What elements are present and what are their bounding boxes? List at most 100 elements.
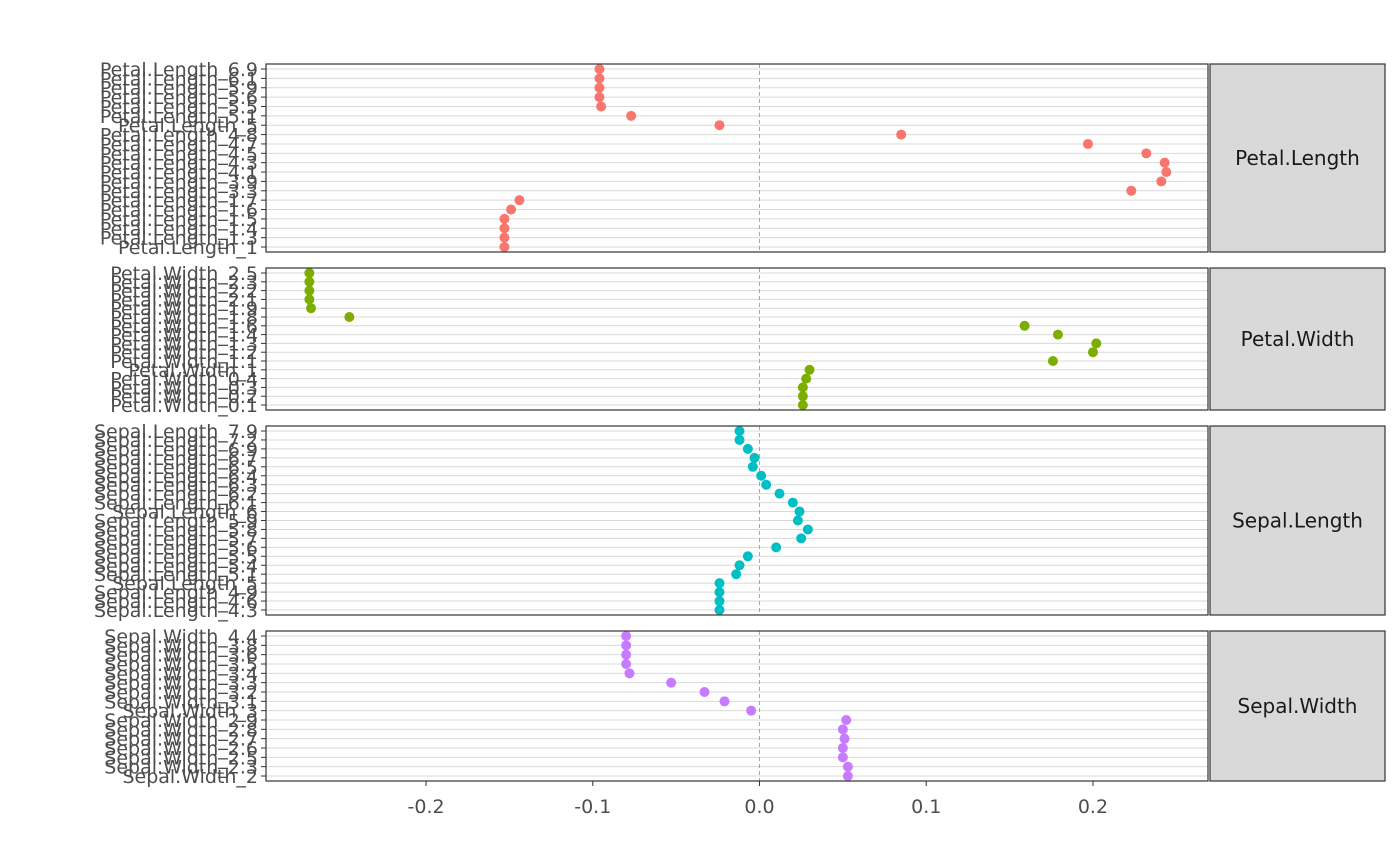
y-tick-label: Petal.Width_1.4 — [110, 325, 258, 347]
y-tick-label: Petal.Length_4.8 — [100, 125, 258, 147]
y-tick-label: Sepal.Width_4.4 — [104, 626, 258, 648]
data-point — [774, 488, 785, 499]
data-point — [699, 687, 710, 697]
data-point — [1126, 185, 1137, 196]
y-tick-label: Sepal.Length_7.2 — [94, 430, 258, 452]
data-point — [594, 73, 605, 84]
data-point — [742, 551, 753, 562]
data-point — [1156, 176, 1167, 187]
y-tick-label: Petal.Length_4.1 — [100, 162, 258, 184]
y-tick-label: Sepal.Length_6 — [112, 502, 258, 524]
data-point — [621, 649, 632, 660]
data-point — [797, 382, 808, 393]
y-tick-label: Petal.Length_1.6 — [100, 200, 258, 222]
data-point — [742, 443, 753, 454]
y-tick-label: Sepal.Length_6.1 — [94, 493, 258, 515]
y-tick-label: Petal.Length_5 — [118, 115, 258, 137]
y-tick-label: Sepal.Length_6.9 — [94, 439, 258, 461]
data-point — [626, 110, 637, 121]
y-tick-label: Sepal.Length_5.8 — [94, 519, 258, 541]
facet-strip — [1209, 630, 1386, 782]
y-tick-label: Sepal.Width_3.3 — [104, 673, 258, 695]
y-tick-label: Sepal.Width_2.3 — [104, 757, 258, 779]
y-tick-label: Sepal.Length_5.6 — [94, 537, 258, 559]
data-point — [596, 101, 607, 112]
data-point — [747, 461, 758, 472]
y-tick-label: Sepal.Length_4.3 — [94, 600, 258, 622]
y-tick-label: Sepal.Width_3.1 — [104, 691, 258, 713]
y-tick-label: Petal.Width_1.1 — [110, 351, 258, 373]
y-tick-label: Sepal.Length_6.3 — [94, 475, 258, 497]
data-point — [621, 631, 632, 641]
data-point — [714, 120, 725, 131]
y-tick-label: Petal.Length_4.7 — [100, 134, 258, 156]
y-tick-label: Petal.Length_1.5 — [100, 209, 258, 231]
y-tick-label: Petal.Length_5.1 — [100, 106, 258, 128]
y-tick-label: Petal.Width_0.3 — [110, 377, 258, 399]
panel-border — [265, 63, 1209, 253]
y-tick-label: Sepal.Width_3.6 — [104, 645, 258, 667]
data-point — [714, 605, 725, 615]
y-tick-label: Sepal.Width_2 — [122, 766, 258, 788]
y-tick-label: Sepal.Length_5.7 — [94, 528, 258, 550]
y-tick-label: Petal.Length_6.9 — [100, 59, 258, 81]
data-point — [761, 479, 772, 490]
y-tick-label: Petal.Length_5.5 — [100, 96, 258, 118]
data-point — [306, 303, 317, 314]
data-point — [304, 268, 315, 278]
data-point — [304, 294, 315, 305]
panel-background — [266, 268, 1208, 410]
y-tick-label: Petal.Width_2.1 — [110, 289, 258, 311]
data-point — [731, 569, 742, 580]
data-point — [792, 515, 803, 526]
y-tick-label: Sepal.Width_3.4 — [104, 663, 258, 685]
panel-border — [265, 630, 1209, 782]
y-tick-label: Petal.Length_5.6 — [100, 87, 258, 109]
y-tick-label: Sepal.Width_2.7 — [104, 729, 258, 751]
data-point — [1052, 329, 1063, 340]
facet-panel-petal-length: Petal.Length_6.9Petal.Length_6.1Petal.Le… — [100, 59, 1386, 259]
y-tick-label: Sepal.Width_3.8 — [104, 635, 258, 657]
y-tick-label: Petal.Width_1.6 — [110, 316, 258, 338]
y-tick-label: Petal.Width_0.2 — [110, 386, 258, 408]
y-tick-label: Sepal.Length_7.9 — [94, 421, 258, 443]
data-point — [594, 92, 605, 103]
data-point — [714, 596, 725, 607]
facet-panel-sepal-width: Sepal.Width_4.4Sepal.Width_3.8Sepal.Widt… — [104, 626, 1386, 788]
y-tick-label: Sepal.Length_4.6 — [94, 591, 258, 613]
data-point — [841, 715, 852, 725]
y-tick-label: Sepal.Length_6.2 — [94, 484, 258, 506]
facet-strip — [1209, 267, 1386, 411]
data-point — [1082, 138, 1093, 149]
y-tick-label: Petal.Width_0.1 — [110, 395, 258, 417]
data-point — [896, 129, 907, 140]
y-tick-label: Petal.Length_5.9 — [100, 78, 258, 100]
data-point — [621, 659, 632, 669]
data-point — [514, 195, 525, 206]
data-point — [1019, 320, 1030, 331]
y-tick-label: Petal.Length_1.4 — [100, 218, 258, 240]
data-point — [839, 733, 850, 744]
data-point — [666, 677, 677, 688]
data-point — [837, 743, 848, 753]
data-point — [499, 213, 510, 224]
data-point — [499, 242, 510, 252]
y-tick-label: Sepal.Length_6.4 — [94, 466, 258, 488]
data-point — [837, 752, 848, 763]
data-point — [621, 640, 632, 651]
y-tick-label: Sepal.Length_4.9 — [94, 582, 258, 604]
data-point — [734, 560, 745, 571]
data-point — [499, 232, 510, 243]
x-axis: -0.2 -0.1 0.0 0.1 0.2 — [408, 781, 1108, 818]
y-tick-label: Petal.Length_1.3 — [100, 228, 258, 250]
data-point — [771, 542, 782, 553]
data-point — [1087, 347, 1098, 358]
data-point — [749, 452, 760, 463]
y-tick-label: Sepal.Width_2.6 — [104, 738, 258, 760]
y-tick-label: Petal.Length_4.5 — [100, 143, 258, 165]
facet-strip-label: Petal.Length — [1235, 146, 1360, 170]
data-point — [837, 724, 848, 735]
y-tick-label: Petal.Width_1.8 — [110, 307, 258, 329]
y-tick-label: Petal.Length_1 — [118, 237, 258, 259]
facet-strip-label: Sepal.Width — [1238, 694, 1358, 718]
